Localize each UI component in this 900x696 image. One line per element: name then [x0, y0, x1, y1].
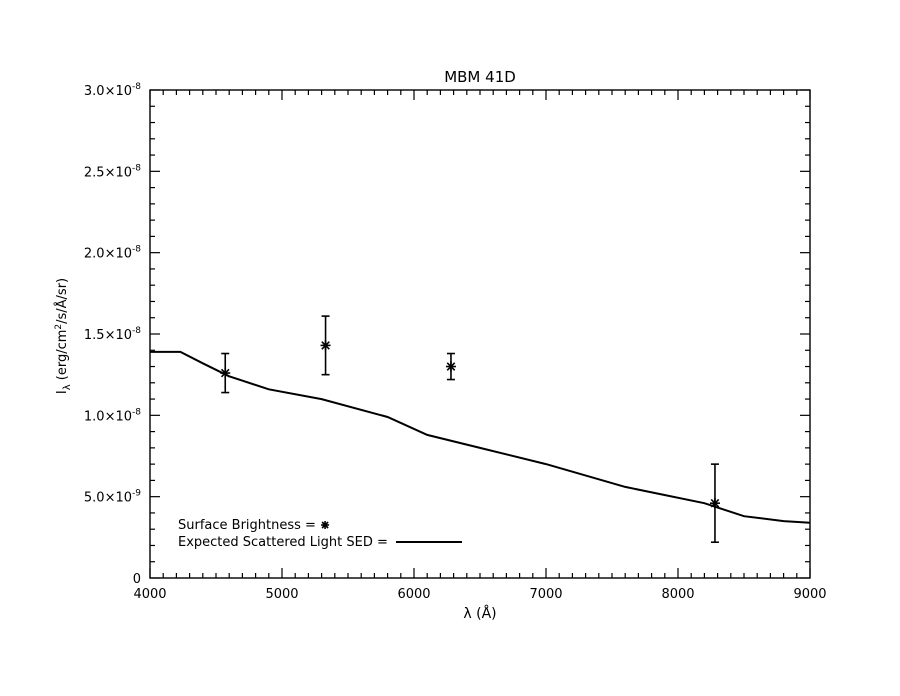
y-tick-mantissa: 2.0×10 — [84, 247, 132, 262]
y-tick-label: 2.5×10-8 — [84, 163, 141, 180]
sed-curve — [150, 350, 811, 524]
x-tick-label: 4000 — [133, 587, 166, 602]
y-tick-label: 5.0×10-9 — [84, 489, 141, 506]
x-tick-label: 8000 — [661, 587, 694, 602]
data-point — [445, 352, 456, 381]
data-point — [709, 463, 720, 544]
asterisk-stroke — [321, 341, 330, 350]
y-tick-exponent: -8 — [132, 407, 141, 417]
y-axis-label-part: λ — [62, 384, 73, 390]
x-tick-labels: 4000 5000 6000 7000 8000 9000 — [133, 587, 826, 602]
asterisk-marker — [220, 368, 231, 379]
y-axis-label-part: 2 — [54, 324, 64, 330]
chart-title: MBM 41D — [444, 68, 516, 86]
y-tick-label: 3.0×10-8 — [84, 82, 141, 99]
y-tick-exponent: -8 — [132, 82, 141, 92]
data-point — [320, 315, 331, 376]
y-tick-label: 0 — [133, 572, 141, 587]
y-axis-label-part: I — [55, 390, 70, 394]
axis-ticks — [149, 89, 811, 579]
y-tick-exponent: -9 — [132, 489, 141, 499]
legend-asterisk-marker — [321, 521, 330, 529]
asterisk-marker — [709, 498, 720, 509]
asterisk-stroke — [446, 362, 456, 371]
asterisk-stroke — [710, 498, 720, 508]
x-tick-label: 7000 — [529, 587, 562, 602]
y-axis-label-part: (erg/cm — [55, 330, 70, 385]
asterisk-marker — [445, 361, 456, 372]
legend-asterisk — [321, 521, 330, 529]
asterisk-stroke — [220, 368, 230, 378]
y-tick-label: 2.0×10-8 — [84, 245, 141, 262]
y-tick-mantissa: 2.5×10 — [84, 165, 132, 180]
y-tick-mantissa: 3.0×10 — [84, 84, 132, 99]
legend-label-sed: Expected Scattered Light SED = — [178, 535, 392, 550]
surface-brightness-points — [220, 315, 720, 544]
y-tick-exponent: -8 — [132, 245, 141, 255]
asterisk-stroke — [321, 521, 329, 529]
x-tick-label: 5000 — [265, 587, 298, 602]
y-tick-exponent: -8 — [132, 163, 141, 173]
legend: Surface Brightness = Expected Scattered … — [178, 518, 462, 550]
y-tick-label: 1.0×10-8 — [84, 407, 141, 424]
y-tick-mantissa: 1.0×10 — [84, 409, 132, 424]
y-tick-mantissa: 0 — [133, 572, 141, 587]
sed-curve-group — [150, 350, 811, 524]
asterisk-marker — [320, 340, 331, 351]
y-axis-label-part: /s/Å/sr) — [54, 278, 70, 324]
x-tick-label: 9000 — [793, 587, 826, 602]
y-tick-exponent: -8 — [132, 326, 141, 336]
y-tick-labels: 05.0×10-91.0×10-81.5×10-82.0×10-82.5×10-… — [84, 82, 141, 587]
x-axis-label: λ (Å) — [463, 605, 496, 622]
y-tick-label: 1.5×10-8 — [84, 326, 141, 343]
y-tick-mantissa: 1.5×10 — [84, 328, 132, 343]
y-axis-label: Iλ (erg/cm2/s/Å/sr) — [54, 278, 73, 394]
y-tick-mantissa: 5.0×10 — [84, 491, 132, 506]
legend-label-surface-brightness: Surface Brightness = — [178, 518, 320, 533]
data-point — [220, 352, 231, 394]
x-tick-label: 6000 — [397, 587, 430, 602]
